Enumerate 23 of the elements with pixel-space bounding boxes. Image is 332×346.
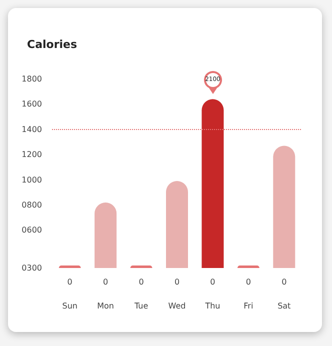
y-tick-label: 1200	[22, 150, 42, 160]
y-tick-label: 1800	[22, 74, 42, 84]
y-tick-label: 0300	[22, 264, 42, 272]
x-tick-label: Tue	[133, 302, 148, 310]
text: 0	[67, 278, 72, 286]
chart-title: Calories	[27, 38, 78, 51]
text: 0	[174, 278, 180, 286]
x-tick-label: Sun	[62, 302, 78, 310]
text: 0	[246, 278, 251, 286]
x-tick-label: Mon	[97, 302, 114, 310]
text: 0	[103, 278, 108, 286]
x-tick-label: Fri	[244, 302, 254, 310]
text: 0	[282, 278, 287, 286]
y-tick-label: 0800	[22, 200, 42, 210]
text: 0	[138, 278, 144, 286]
x-tick-label: Wed	[168, 302, 186, 310]
y-tick-label: 0600	[22, 226, 42, 235]
y-tick-label: 1400	[22, 124, 42, 134]
text: 0	[210, 278, 216, 286]
y-tick-label: 1600	[22, 100, 42, 109]
x-tick-label: Thu	[204, 302, 220, 310]
x-tick-label: Sat	[278, 302, 291, 310]
y-tick-label: 1000	[22, 175, 42, 184]
